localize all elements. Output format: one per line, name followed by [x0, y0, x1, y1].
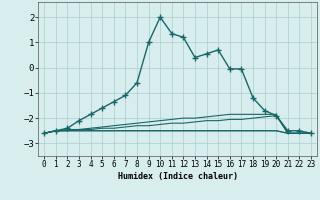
X-axis label: Humidex (Indice chaleur): Humidex (Indice chaleur) — [118, 172, 238, 181]
